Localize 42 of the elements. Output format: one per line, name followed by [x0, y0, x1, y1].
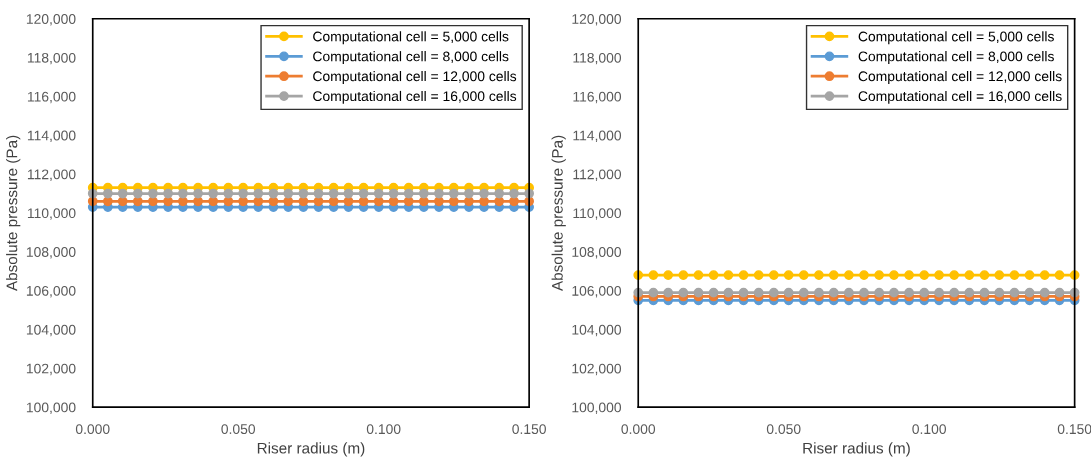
y-tick-label: 120,000	[572, 14, 622, 26]
y-tick-label: 110,000	[27, 208, 76, 220]
x-axis-title: Riser radius (m)	[257, 442, 365, 457]
x-tick-label: 0.100	[366, 424, 401, 435]
x-tick-label: 0.150	[512, 424, 546, 435]
y-tick-label: 106,000	[572, 285, 622, 298]
y-axis-title: Absolute pressure (Pa)	[551, 135, 566, 292]
y-tick-label: 108,000	[26, 247, 76, 259]
y-tick-label: 100,000	[26, 402, 76, 414]
legend-label: Computational cell = 8,000 cells	[313, 51, 509, 65]
x-tick-label: 0.150	[1057, 424, 1091, 435]
y-tick-label: 100,000	[572, 402, 622, 414]
legend-label: Computational cell = 8,000 cells	[858, 51, 1054, 65]
y-tick-label: 102,000	[572, 363, 622, 376]
legend-label: Computational cell = 12,000 cells	[858, 71, 1062, 84]
x-tick-label: 0.100	[912, 424, 946, 435]
x-tick-label: 0.050	[221, 424, 256, 435]
y-tick-label: 112,000	[573, 169, 622, 181]
legend-label: Computational cell = 12,000 cells	[313, 71, 517, 84]
x-tick-label: 0.050	[766, 424, 801, 435]
legend-label: Computational cell = 16,000 cells	[858, 90, 1062, 104]
y-axis-title: Absolute pressure (Pa)	[6, 135, 21, 292]
y-tick-label: 118,000	[573, 52, 622, 65]
y-tick-label: 118,000	[27, 52, 76, 65]
y-tick-label: 114,000	[573, 130, 622, 143]
y-tick-label: 104,000	[572, 324, 622, 337]
legend-label: Computational cell = 5,000 cells	[858, 31, 1054, 45]
y-tick-label: 110,000	[573, 208, 622, 220]
y-tick-label: 112,000	[27, 169, 76, 181]
y-tick-label: 116,000	[573, 91, 622, 104]
x-tick-label: 0.000	[75, 424, 110, 435]
legend-label: Computational cell = 5,000 cells	[313, 31, 509, 45]
y-tick-label: 102,000	[26, 363, 76, 376]
x-tick-label: 0.000	[621, 424, 656, 435]
y-tick-label: 104,000	[26, 324, 76, 337]
legend-label: Computational cell = 16,000 cells	[313, 90, 517, 104]
y-tick-label: 120,000	[26, 14, 76, 26]
y-tick-label: 114,000	[27, 130, 76, 143]
y-tick-label: 116,000	[27, 91, 76, 104]
y-tick-label: 106,000	[26, 285, 76, 298]
x-axis-title: Riser radius (m)	[803, 442, 910, 457]
y-tick-label: 108,000	[572, 247, 622, 259]
